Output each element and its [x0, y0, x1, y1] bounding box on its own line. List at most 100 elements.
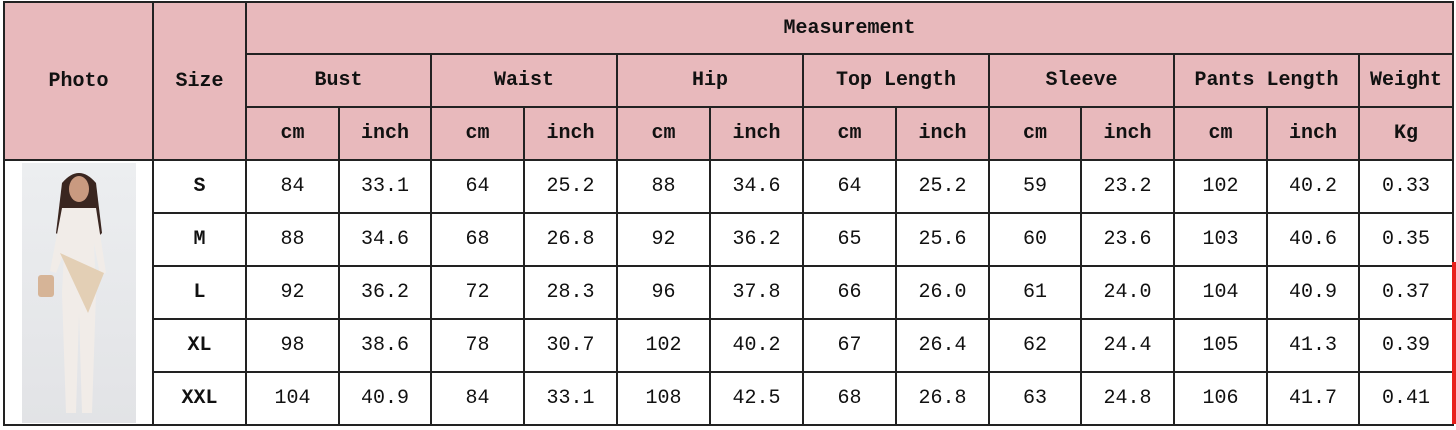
measurement-cell: 84 — [430, 371, 525, 426]
measurement-cell: 108 — [616, 371, 711, 426]
hip-header: Hip — [616, 53, 804, 108]
measurement-cell: 63 — [988, 371, 1082, 426]
measurement-cell: 60 — [988, 212, 1082, 267]
size-header: Size — [152, 1, 247, 161]
measurement-cell: 41.7 — [1266, 371, 1360, 426]
waist-header: Waist — [430, 53, 618, 108]
measurement-cell: 41.3 — [1266, 318, 1360, 373]
measurement-cell: 36.2 — [338, 265, 432, 320]
measurement-cell: 34.6 — [709, 159, 804, 214]
measurement-cell: 34.6 — [338, 212, 432, 267]
measurement-cell: 40.6 — [1266, 212, 1360, 267]
measurement-cell: 0.41 — [1358, 371, 1454, 426]
table-row: M 88 34.6 68 26.8 92 36.2 65 25.6 60 23.6 103 40.6 0.… — [4, 212, 1454, 267]
size-cell: XL — [152, 318, 247, 373]
measurement-cell: 64 — [802, 159, 897, 214]
unit-header: cm — [430, 106, 525, 161]
measurement-cell: 23.6 — [1080, 212, 1175, 267]
unit-header: inch — [338, 106, 432, 161]
measurement-cell: 59 — [988, 159, 1082, 214]
measurement-cell: 65 — [802, 212, 897, 267]
measurement-cell: 38.6 — [338, 318, 432, 373]
measurement-cell: 25.2 — [523, 159, 618, 214]
table-row: XL 98 38.6 78 30.7 102 40.2 67 26.4 62 24.4 105 41.3… — [4, 318, 1454, 373]
measurement-cell: 104 — [1173, 265, 1268, 320]
bust-header: Bust — [245, 53, 432, 108]
size-cell: L — [152, 265, 247, 320]
measurement-cell: 24.4 — [1080, 318, 1175, 373]
measurement-cell: 96 — [616, 265, 711, 320]
measurement-cell: 92 — [245, 265, 340, 320]
measurement-cell: 105 — [1173, 318, 1268, 373]
measurement-cell: 0.37 — [1358, 265, 1454, 320]
sleeve-header: Sleeve — [988, 53, 1175, 108]
measurement-cell: 0.39 — [1358, 318, 1454, 373]
unit-header: cm — [802, 106, 897, 161]
measurement-cell: 78 — [430, 318, 525, 373]
weight-header: Weight — [1358, 53, 1454, 108]
size-cell: S — [152, 159, 247, 214]
measurement-cell: 102 — [616, 318, 711, 373]
size-cell: M — [152, 212, 247, 267]
measurement-cell: 61 — [988, 265, 1082, 320]
measurement-cell: 92 — [616, 212, 711, 267]
measurement-cell: 24.8 — [1080, 371, 1175, 426]
measurement-cell: 40.9 — [1266, 265, 1360, 320]
measurement-cell: 67 — [802, 318, 897, 373]
measurement-cell: 40.9 — [338, 371, 432, 426]
measurement-cell: 106 — [1173, 371, 1268, 426]
measurement-cell: 64 — [430, 159, 525, 214]
measurement-cell: 26.8 — [895, 371, 990, 426]
unit-header: inch — [709, 106, 804, 161]
measurement-cell: 0.35 — [1358, 212, 1454, 267]
unit-header: cm — [616, 106, 711, 161]
measurement-cell: 0.33 — [1358, 159, 1454, 214]
measurement-cell: 88 — [616, 159, 711, 214]
unit-header: inch — [523, 106, 618, 161]
measurement-cell: 88 — [245, 212, 340, 267]
measurement-cell: 25.2 — [895, 159, 990, 214]
size-chart-table: Photo Size Measurement Bust Waist Hip To… — [3, 1, 1454, 426]
unit-header: inch — [1266, 106, 1360, 161]
measurement-cell: 26.4 — [895, 318, 990, 373]
measurement-cell: 37.8 — [709, 265, 804, 320]
measurement-cell: 30.7 — [523, 318, 618, 373]
top-length-header: Top Length — [802, 53, 990, 108]
measurement-cell: 40.2 — [1266, 159, 1360, 214]
pants-length-header: Pants Length — [1173, 53, 1360, 108]
measurement-cell: 26.8 — [523, 212, 618, 267]
measurement-cell: 66 — [802, 265, 897, 320]
measurement-cell: 28.3 — [523, 265, 618, 320]
measurement-cell: 40.2 — [709, 318, 804, 373]
measurement-cell: 33.1 — [523, 371, 618, 426]
unit-header: inch — [895, 106, 990, 161]
measurement-cell: 33.1 — [338, 159, 432, 214]
measurement-cell: 103 — [1173, 212, 1268, 267]
unit-header: cm — [988, 106, 1082, 161]
measurement-cell: 25.6 — [895, 212, 990, 267]
product-photo — [3, 159, 154, 426]
unit-header: cm — [1173, 106, 1268, 161]
measurement-cell: 26.0 — [895, 265, 990, 320]
measurement-cell: 62 — [988, 318, 1082, 373]
photo-header: Photo — [3, 1, 154, 161]
measurement-cell: 23.2 — [1080, 159, 1175, 214]
measurement-cell: 72 — [430, 265, 525, 320]
table-row: L 92 36.2 72 28.3 96 37.8 66 26.0 61 24.0 104 40.9 0.… — [4, 265, 1454, 320]
measurement-cell: 36.2 — [709, 212, 804, 267]
measurement-cell: 24.0 — [1080, 265, 1175, 320]
unit-header: inch — [1080, 106, 1175, 161]
measurement-cell: 98 — [245, 318, 340, 373]
measurement-cell: 68 — [430, 212, 525, 267]
unit-header: cm — [245, 106, 340, 161]
measurement-cell: 84 — [245, 159, 340, 214]
measurement-header: Measurement — [245, 1, 1454, 55]
unit-header: Kg — [1358, 106, 1454, 161]
table-row: S 84 33.1 64 25.2 88 34.6 64 25.2 59 23.2 102 40.2 0.… — [3, 159, 1454, 426]
measurement-cell: 68 — [802, 371, 897, 426]
product-photo-image — [22, 163, 136, 423]
table-row: XXL 104 40.9 84 33.1 108 42.5 68 26.8 63 24.8 106 41… — [4, 371, 1454, 426]
measurement-cell: 104 — [245, 371, 340, 426]
measurement-cell: 102 — [1173, 159, 1268, 214]
measurement-cell: 42.5 — [709, 371, 804, 426]
